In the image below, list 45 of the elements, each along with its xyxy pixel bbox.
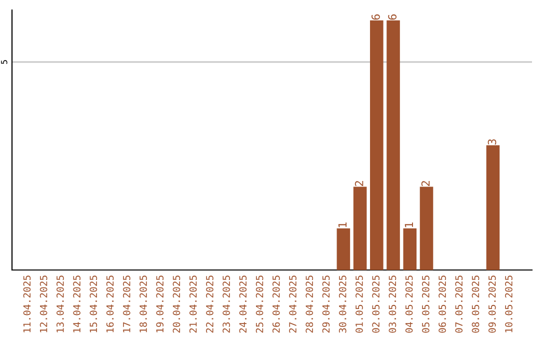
x-tick-label: 30.04.2025 — [338, 276, 346, 333]
x-tick-label: 02.05.2025 — [372, 276, 380, 333]
data-label: 3 — [488, 139, 496, 144]
x-tick-label: 22.04.2025 — [206, 276, 214, 333]
x-tick-label: 03.05.2025 — [388, 276, 396, 333]
x-tick-label: 06.05.2025 — [438, 276, 446, 333]
x-tick-label: 09.05.2025 — [488, 276, 496, 333]
data-label: 2 — [421, 181, 430, 186]
bar — [386, 20, 400, 270]
data-label: 1 — [338, 222, 347, 228]
x-tick-label: 01.05.2025 — [356, 276, 363, 333]
x-tick-label: 04.05.2025 — [405, 276, 413, 333]
x-tick-label: 08.05.2025 — [472, 276, 480, 333]
x-tick-label: 28.04.2025 — [306, 276, 314, 333]
x-tick-label: 29.04.2025 — [322, 276, 330, 333]
x-tick-label: 14.04.2025 — [73, 276, 80, 332]
data-label: 1 — [404, 222, 413, 228]
x-tick-label: 27.04.2025 — [289, 276, 296, 333]
x-tick-label: 11.04.2025 — [23, 276, 31, 332]
x-tick-label: 13.04.2025 — [56, 276, 64, 332]
data-label: 6 — [372, 14, 380, 20]
bar — [486, 145, 500, 270]
data-label: 2 — [354, 181, 364, 186]
x-tick-label: 05.05.2025 — [422, 276, 430, 333]
x-tick-label: 20.04.2025 — [172, 276, 180, 333]
bar — [336, 228, 350, 270]
x-tick-label: 21.04.2025 — [189, 276, 197, 333]
x-tick-label: 07.05.2025 — [455, 276, 463, 333]
x-tick-label: 18.04.2025 — [140, 276, 147, 332]
bar — [370, 20, 384, 270]
x-tick-label: 23.04.2025 — [222, 276, 230, 333]
bar — [403, 228, 417, 270]
x-tick-label: 24.04.2025 — [239, 276, 247, 333]
x-tick-label: 12.04.2025 — [40, 276, 48, 332]
ref-line-label: 5 — [1, 60, 8, 64]
x-tick-label: 19.04.2025 — [156, 276, 164, 332]
data-label: 6 — [388, 14, 397, 20]
x-tick-label: 16.04.2025 — [106, 276, 114, 332]
x-tick-label: 25.04.2025 — [256, 276, 264, 333]
x-tick-label: 15.04.2025 — [90, 276, 98, 332]
x-tick-label: 17.04.2025 — [122, 276, 130, 332]
bar — [420, 186, 434, 270]
x-tick-label: 10.05.2025 — [505, 276, 512, 332]
x-tick-label: 26.04.2025 — [272, 276, 280, 333]
bar — [353, 186, 367, 270]
